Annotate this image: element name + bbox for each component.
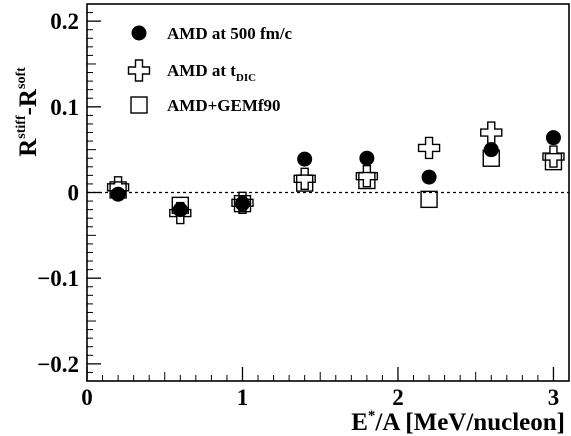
square-point	[544, 152, 563, 171]
marks-layer	[106, 121, 565, 225]
x-tick-label: 2	[392, 385, 404, 410]
square-point	[171, 196, 189, 215]
square-point	[109, 181, 127, 199]
x-tick-label: 3	[548, 385, 560, 410]
cross-point	[480, 121, 503, 144]
square-point	[482, 149, 500, 167]
y-axis-label-mid: -R	[15, 88, 42, 115]
square-point	[233, 194, 252, 213]
x-axis-label-rest: /A [MeV/nucleon]	[374, 409, 565, 436]
legend-label-series-2-main: AMD at t	[167, 61, 236, 80]
x-tick-label: 0	[81, 385, 93, 410]
x-tick-label: 1	[237, 385, 249, 410]
ticks-layer: 0 1 2 3 −0.2 −0.1 0 0.1 0.2	[37, 3, 570, 410]
y-tick-label: 0.2	[50, 9, 79, 34]
plot-frame	[86, 3, 570, 382]
y-tick-label: −0.2	[37, 352, 79, 377]
y-tick-label: 0	[68, 181, 80, 206]
y-tick-label: 0.1	[50, 95, 79, 120]
x-axis-label-main: E	[351, 409, 368, 436]
legend: AMD at 500 fm/c AMD at tDIC AMD+GEMf90	[127, 24, 293, 115]
y-axis-label-r1: R	[15, 138, 42, 157]
cross-point	[169, 201, 192, 225]
y-tick-label: −0.1	[37, 266, 79, 291]
cross-point	[231, 191, 254, 214]
circle-point	[297, 151, 313, 167]
legend-open-cross-marker	[127, 59, 151, 82]
circle-point	[359, 150, 375, 166]
legend-label-series-2-sub: DIC	[236, 72, 256, 84]
square-point	[358, 171, 376, 190]
square-point	[420, 190, 438, 209]
cross-point	[417, 136, 441, 160]
x-axis-label-sup: *	[368, 408, 376, 424]
legend-label-series-1: AMD at 500 fm/c	[167, 24, 293, 43]
circle-point	[234, 196, 250, 212]
y-axis-label: Rstiff-Rsoft	[14, 67, 42, 157]
circle-point	[421, 169, 437, 185]
legend-label-series-3: AMD+GEMf90	[167, 96, 281, 115]
x-axis-label: E*/A [MeV/nucleon]	[351, 408, 565, 436]
legend-label-series-2: AMD at tDIC	[167, 61, 256, 84]
circle-point	[545, 130, 561, 146]
legend-filled-circle-marker	[131, 25, 147, 41]
square-point	[295, 174, 314, 192]
legend-open-square-marker	[130, 96, 148, 114]
y-axis-label-sup1: stiff	[14, 115, 29, 139]
y-axis-label-sup2: soft	[14, 67, 29, 89]
circle-point	[110, 186, 126, 202]
